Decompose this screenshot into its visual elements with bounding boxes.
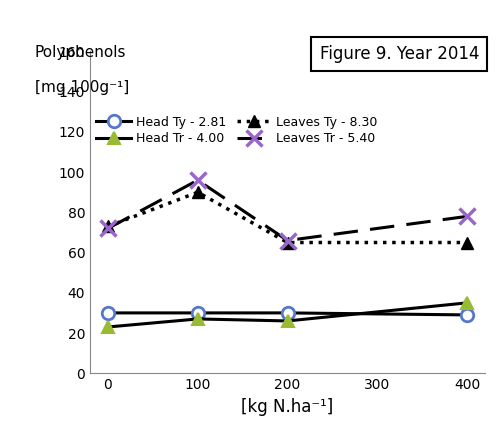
Line: Head Tr - 4.00: Head Tr - 4.00 <box>102 296 474 333</box>
Leaves Tr - 5.40 <box>105 226 111 231</box>
Leaves Ty - 8.30 <box>105 224 111 229</box>
Legend: Head Ty - 2.81, Head Tr - 4.00, Leaves Ty - 8.30, Leaves Tr - 5.40: Head Ty - 2.81, Head Tr - 4.00, Leaves T… <box>96 116 378 145</box>
Line: Leaves Ty - 8.30: Leaves Ty - 8.30 <box>102 186 474 249</box>
Text: Figure 9. Year 2014: Figure 9. Year 2014 <box>320 45 479 63</box>
Leaves Tr - 5.40 <box>194 178 200 183</box>
Leaves Ty - 8.30 <box>194 190 200 195</box>
Leaves Ty - 8.30 <box>284 240 290 245</box>
Line: Head Ty - 2.81: Head Ty - 2.81 <box>102 307 474 321</box>
Head Ty - 2.81 <box>105 310 111 315</box>
Head Ty - 2.81 <box>194 310 200 315</box>
Head Tr - 4.00 <box>464 300 470 305</box>
Head Tr - 4.00 <box>194 316 200 321</box>
Head Tr - 4.00 <box>284 318 290 323</box>
Leaves Tr - 5.40 <box>464 214 470 219</box>
Head Ty - 2.81 <box>464 312 470 317</box>
Head Ty - 2.81 <box>284 310 290 315</box>
Leaves Tr - 5.40 <box>284 238 290 243</box>
Line: Leaves Tr - 5.40: Leaves Tr - 5.40 <box>100 172 474 248</box>
X-axis label: [kg N.ha⁻¹]: [kg N.ha⁻¹] <box>242 398 334 416</box>
Text: Polyphenols: Polyphenols <box>34 45 126 60</box>
Head Tr - 4.00 <box>105 324 111 329</box>
Text: [mg 100g⁻¹]: [mg 100g⁻¹] <box>34 81 129 95</box>
Leaves Ty - 8.30 <box>464 240 470 245</box>
